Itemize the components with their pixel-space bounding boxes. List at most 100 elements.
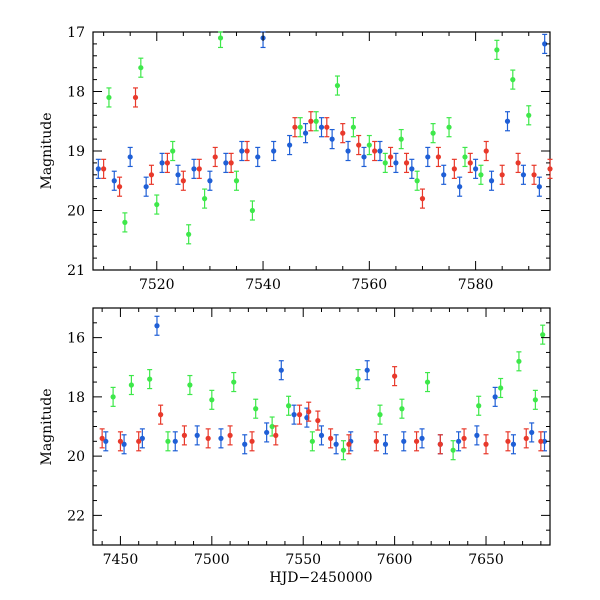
bottom-blue-point <box>333 441 339 447</box>
top-blue-point <box>536 184 542 190</box>
top-green-point <box>122 219 128 225</box>
bottom-red-point <box>205 435 211 441</box>
top-red-point <box>483 148 489 154</box>
bottom-red-point <box>461 435 467 441</box>
top-red-point <box>180 178 186 184</box>
top-blue-point <box>377 148 383 154</box>
top-green-point <box>478 172 484 178</box>
bottom-red-point <box>249 438 255 444</box>
bottom-data-points <box>99 315 548 461</box>
bottom-red-point <box>328 435 334 441</box>
top-red-point <box>292 124 298 130</box>
bottom-green-point <box>309 438 315 444</box>
bottom-blue-point <box>382 441 389 447</box>
bottom-blue-point <box>278 367 284 373</box>
top-green-point <box>217 35 224 41</box>
bottom-blue-point <box>218 435 224 441</box>
bottom-x-tick-label: 7600 <box>377 552 413 568</box>
bottom-green-point <box>253 406 259 412</box>
top-y-tick-label: 19 <box>67 144 85 160</box>
top-plot-frame <box>92 31 551 271</box>
top-green-point <box>430 130 436 136</box>
top-y-tick-labels: 17 18 19 20 21 <box>67 25 85 279</box>
bottom-blue-point <box>242 441 248 447</box>
bottom-green-point <box>377 412 383 418</box>
bottom-ticks <box>93 307 550 546</box>
bottom-red-point <box>136 438 142 444</box>
bottom-blue-point <box>541 438 548 444</box>
bottom-red-point <box>505 438 511 444</box>
bottom-green-point <box>340 447 347 453</box>
bottom-green-point <box>516 358 522 364</box>
bottom-blue-point <box>103 438 109 444</box>
top-green-point <box>201 196 208 202</box>
bottom-red-point <box>437 441 443 447</box>
top-blue-point <box>318 124 325 130</box>
top-blue-point <box>223 160 229 166</box>
bottom-x-tick-label: 7550 <box>285 552 321 568</box>
bottom-green-point <box>540 332 546 338</box>
top-red-point <box>547 166 553 172</box>
top-x-tick-label: 7580 <box>458 277 494 293</box>
top-green-point <box>106 94 112 101</box>
bottom-x-tick-label: 7650 <box>468 552 504 568</box>
bottom-red-point <box>413 438 420 444</box>
bottom-green-point <box>165 438 171 444</box>
bottom-green-point <box>269 423 275 430</box>
top-green-point <box>494 47 500 53</box>
top-ticks <box>93 31 550 271</box>
top-blue-point <box>345 148 351 154</box>
top-red-point <box>451 166 457 172</box>
bottom-green-point <box>498 385 504 391</box>
top-green-point <box>462 154 468 160</box>
top-x-tick-label: 7540 <box>245 277 281 293</box>
top-red-point <box>387 154 394 160</box>
bottom-blue-point <box>121 441 127 447</box>
bottom-red-point <box>373 438 379 444</box>
top-data-points <box>95 31 553 245</box>
bottom-green-point <box>110 394 116 400</box>
top-blue-point <box>191 166 197 172</box>
bottom-blue-point <box>364 367 370 373</box>
top-green-point <box>233 178 240 184</box>
bottom-green-point <box>128 382 134 388</box>
bottom-green-point <box>147 376 153 382</box>
bottom-red-point <box>296 412 303 418</box>
top-red-point <box>324 124 330 130</box>
bottom-blue-point <box>492 394 498 400</box>
top-blue-point <box>441 172 447 178</box>
top-x-tick-label: 7520 <box>139 277 175 293</box>
top-y-tick-label: 17 <box>67 25 85 41</box>
top-blue-point <box>520 172 527 178</box>
bottom-red-point <box>158 412 164 418</box>
top-x-tick-labels: 7520 7540 7560 7580 <box>139 277 493 293</box>
bottom-blue-point <box>291 412 297 418</box>
bottom-green-point <box>532 397 538 403</box>
bottom-red-point <box>273 432 279 438</box>
top-blue-point <box>457 184 463 190</box>
bottom-red-point <box>483 441 489 447</box>
top-red-point <box>515 160 521 166</box>
bottom-y-tick-label: 18 <box>67 390 85 406</box>
bottom-blue-point <box>510 441 517 447</box>
top-blue-point <box>143 184 149 190</box>
bottom-x-tick-labels: 7450 7500 7550 7600 7650 <box>103 552 504 568</box>
top-green-point <box>414 178 420 184</box>
top-red-point <box>164 160 170 166</box>
bottom-red-point <box>99 435 105 441</box>
bottom-red-point <box>181 432 187 438</box>
top-blue-point <box>207 178 213 184</box>
bottom-green-point <box>231 379 237 385</box>
bottom-y-tick-label: 16 <box>67 331 85 347</box>
top-green-point <box>249 207 256 214</box>
bottom-blue-point <box>529 429 535 436</box>
bottom-x-tick-label: 7450 <box>103 552 139 568</box>
bottom-red-point <box>523 435 529 441</box>
bottom-x-tick-label: 7500 <box>194 552 230 568</box>
top-green-point <box>297 124 303 130</box>
top-blue-point <box>271 148 277 154</box>
bottom-blue-point <box>419 435 425 441</box>
bottom-y-axis-label: Magnitude <box>39 388 55 465</box>
top-blue-point <box>361 154 367 160</box>
top-red-point <box>148 172 155 178</box>
